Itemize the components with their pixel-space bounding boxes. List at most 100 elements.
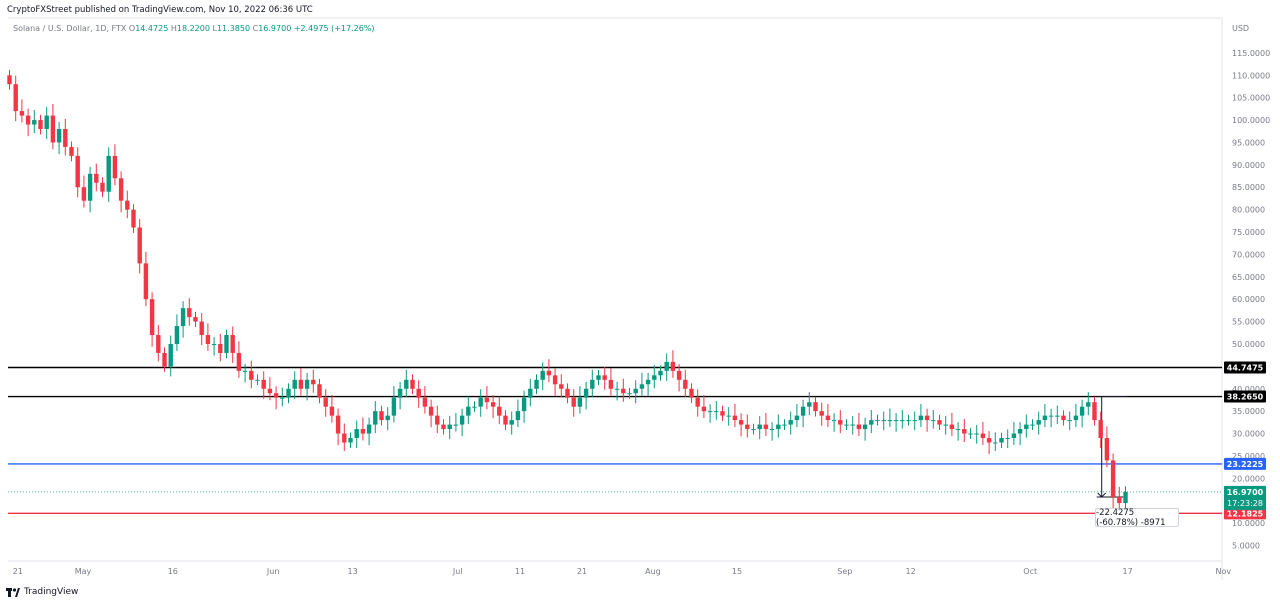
candle-body	[1061, 415, 1066, 421]
currency-label: USD	[1232, 24, 1250, 33]
candle-body	[676, 370, 682, 380]
high-label: H	[170, 24, 177, 33]
candle-body	[738, 420, 744, 425]
candle-body	[391, 397, 397, 416]
candle-body	[943, 424, 948, 426]
candle-body	[410, 379, 415, 389]
candle-body	[13, 84, 18, 112]
y-tick-label: 75.0000	[1232, 228, 1265, 237]
y-tick-label: 60.0000	[1232, 295, 1265, 304]
last-price-tag-text: 16.9700	[1227, 488, 1264, 497]
x-tick-label: Jun	[266, 567, 280, 576]
candle-body	[881, 420, 886, 422]
candle-body	[354, 429, 359, 439]
open-value: 14.4725	[135, 24, 169, 33]
candle-body	[986, 438, 992, 443]
candle-body	[999, 438, 1004, 443]
candle-body	[292, 379, 297, 389]
footer-brand: TradingView	[6, 587, 78, 597]
candle-body	[608, 379, 614, 389]
candle-body	[540, 370, 545, 380]
candle-body	[757, 424, 762, 430]
candle-body	[918, 415, 924, 421]
candle-body	[1017, 429, 1023, 434]
open-label: O	[128, 24, 136, 33]
candle-body	[1104, 438, 1110, 461]
candle-body	[509, 420, 514, 425]
candle-body	[1110, 460, 1116, 497]
candle-body	[869, 420, 874, 425]
candle-body	[199, 321, 204, 336]
candle-body	[385, 415, 390, 421]
x-tick-label: Jul	[452, 567, 463, 576]
candle-body	[503, 415, 508, 425]
candle-body	[1048, 415, 1054, 417]
candle-body	[180, 308, 186, 327]
candle-body	[360, 429, 366, 434]
candle-body	[751, 429, 756, 431]
candle-body	[652, 375, 657, 380]
candle-body	[416, 388, 421, 398]
candle-body	[819, 411, 824, 416]
candle-body	[348, 438, 353, 443]
candle-body	[137, 227, 142, 264]
change-value: +2.4975 (+17.26%)	[293, 24, 375, 33]
symbol-name[interactable]: Solana / U.S. Dollar, 1D, FTX	[13, 24, 127, 33]
x-tick-label: 21	[13, 567, 23, 576]
close-value: 16.9700	[258, 24, 292, 33]
candle-body	[745, 424, 750, 430]
candle-body	[559, 384, 564, 389]
candle-body	[838, 420, 843, 425]
candle-body	[404, 379, 409, 389]
x-tick-label: Aug	[645, 567, 661, 576]
candle-body	[162, 352, 167, 367]
candle-body	[602, 375, 607, 380]
x-tick-label: Nov	[1216, 567, 1232, 576]
candle-body	[143, 263, 149, 300]
candle-body	[7, 75, 12, 85]
y-tick-label: 40.0000	[1232, 385, 1265, 394]
candle-body	[825, 415, 831, 421]
level-price-tag	[1224, 361, 1266, 374]
y-tick-label: 85.0000	[1232, 183, 1265, 192]
candle-body	[534, 379, 539, 389]
candle-body	[1042, 415, 1048, 421]
candle-body	[211, 343, 217, 345]
candle-body	[106, 155, 111, 192]
y-tick-label: 5.0000	[1232, 542, 1260, 551]
candle-body	[546, 370, 552, 376]
candle-body	[447, 424, 452, 430]
level-price-tag-text: 44.7475	[1227, 363, 1264, 372]
candle-body	[807, 402, 812, 407]
candle-body	[156, 335, 161, 353]
candle-body	[664, 361, 669, 371]
candle-body	[304, 379, 310, 389]
candle-body	[298, 379, 304, 389]
candle-body	[906, 420, 911, 422]
y-tick-label: 80.0000	[1232, 206, 1265, 215]
candle-body	[422, 397, 428, 407]
candle-body	[639, 384, 645, 389]
y-tick-label: 30.0000	[1232, 430, 1265, 439]
candle-body	[236, 352, 242, 371]
candle-body	[701, 406, 707, 412]
candle-body	[187, 308, 192, 318]
candle-body	[44, 115, 49, 130]
candle-body	[69, 146, 74, 156]
level-price-tag	[1224, 507, 1266, 520]
candle-body	[230, 335, 235, 353]
candle-body	[689, 388, 694, 398]
x-tick-label: 13	[348, 567, 358, 576]
candle-body	[788, 420, 793, 425]
candle-body	[800, 406, 806, 416]
candle-body	[472, 406, 477, 408]
candle-body	[633, 388, 638, 394]
x-tick-label: Sep	[837, 567, 852, 576]
low-label: L	[212, 24, 217, 33]
candle-body	[571, 397, 576, 407]
candle-body	[1005, 438, 1010, 440]
candle-body	[459, 415, 465, 425]
candle-body	[63, 129, 68, 147]
candle-body	[242, 370, 248, 372]
